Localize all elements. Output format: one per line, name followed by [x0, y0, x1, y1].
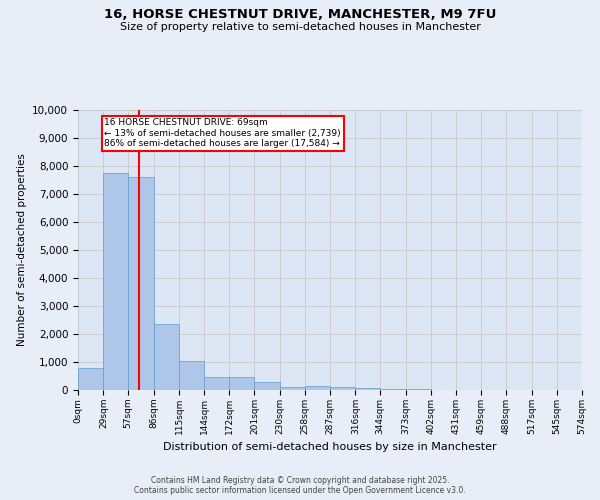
Bar	[229, 377, 254, 390]
Text: Contains HM Land Registry data © Crown copyright and database right 2025.
Contai: Contains HM Land Registry data © Crown c…	[134, 476, 466, 495]
Text: Size of property relative to semi-detached houses in Manchester: Size of property relative to semi-detach…	[119, 22, 481, 32]
Bar	[305, 386, 330, 390]
Bar	[179, 361, 205, 390]
Bar	[205, 377, 229, 390]
Text: 16, HORSE CHESTNUT DRIVE, MANCHESTER, M9 7FU: 16, HORSE CHESTNUT DRIVE, MANCHESTER, M9…	[104, 8, 496, 20]
Y-axis label: Number of semi-detached properties: Number of semi-detached properties	[17, 154, 27, 346]
Bar	[330, 387, 355, 390]
Bar	[280, 387, 305, 390]
Text: Distribution of semi-detached houses by size in Manchester: Distribution of semi-detached houses by …	[163, 442, 497, 452]
Bar	[128, 176, 154, 390]
Bar	[254, 382, 280, 390]
Bar	[355, 388, 380, 390]
Bar	[103, 173, 128, 390]
Bar	[154, 324, 179, 390]
Bar	[78, 368, 103, 390]
Text: 16 HORSE CHESTNUT DRIVE: 69sqm
← 13% of semi-detached houses are smaller (2,739): 16 HORSE CHESTNUT DRIVE: 69sqm ← 13% of …	[104, 118, 341, 148]
Bar	[380, 389, 406, 390]
